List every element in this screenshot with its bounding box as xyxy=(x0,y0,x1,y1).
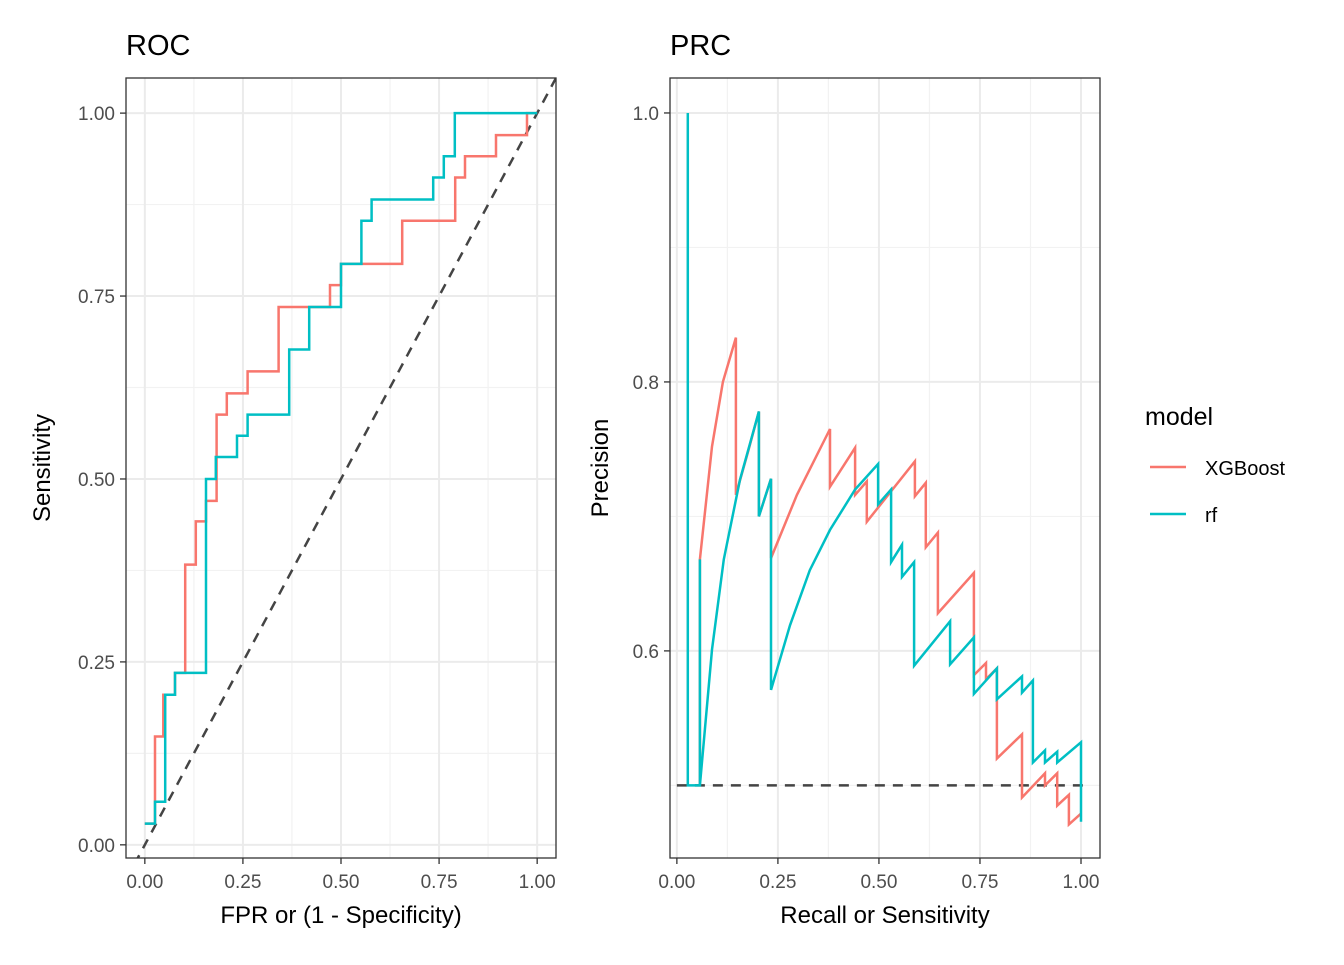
x-tick-label: 0.75 xyxy=(961,872,998,893)
series-line-rf xyxy=(144,111,538,825)
y-tick-label: 0.75 xyxy=(78,287,115,308)
x-tick-label: 0.25 xyxy=(759,872,796,893)
x-tick-label: 0.75 xyxy=(421,872,458,893)
y-tick-label: 0.25 xyxy=(78,653,115,674)
series-line-rf xyxy=(686,113,1083,822)
x-tick-label: 1.00 xyxy=(1063,872,1100,893)
x-axis-title: FPR or (1 - Specificity) xyxy=(220,902,461,929)
x-tick-label: 0.00 xyxy=(658,872,695,893)
y-tick-label: 0.50 xyxy=(78,470,115,491)
y-tick-label: 0.6 xyxy=(633,642,659,663)
legend-title: model xyxy=(1145,403,1213,431)
panel-title: PRC xyxy=(670,30,731,62)
x-tick-label: 0.50 xyxy=(860,872,897,893)
x-tick-label: 0.25 xyxy=(224,872,261,893)
reference-line xyxy=(136,78,556,858)
prc-panel: 0.00 0.25 0.50 0.75 1.00 0.6 0.8 1.0 PRC Recall o… xyxy=(587,30,1101,929)
x-axis-title: Recall or Sensitivity xyxy=(780,902,989,929)
legend-label-xgboost: XGBoost xyxy=(1205,458,1285,480)
x-tick-label: 1.00 xyxy=(519,872,556,893)
y-tick-label: 1.00 xyxy=(78,104,115,125)
legend-label-rf: rf xyxy=(1205,505,1218,527)
y-tick-label: 0.00 xyxy=(78,836,115,857)
y-tick-label: 0.8 xyxy=(633,373,659,394)
y-axis-title: Precision xyxy=(587,419,614,518)
y-tick-label: 1.0 xyxy=(633,104,659,125)
y-axis-title: Sensitivity xyxy=(29,414,56,522)
panel-title: ROC xyxy=(126,30,190,62)
roc-panel: 0.00 0.25 0.50 0.75 1.00 0.00 0.25 0.50 0.75 1.00… xyxy=(29,30,557,929)
x-tick-label: 0.00 xyxy=(126,872,163,893)
legend: model XGBoost rf xyxy=(1145,403,1285,527)
x-tick-label: 0.50 xyxy=(323,872,360,893)
series-line-xgboost xyxy=(698,337,1082,828)
panel-border xyxy=(669,77,1101,859)
